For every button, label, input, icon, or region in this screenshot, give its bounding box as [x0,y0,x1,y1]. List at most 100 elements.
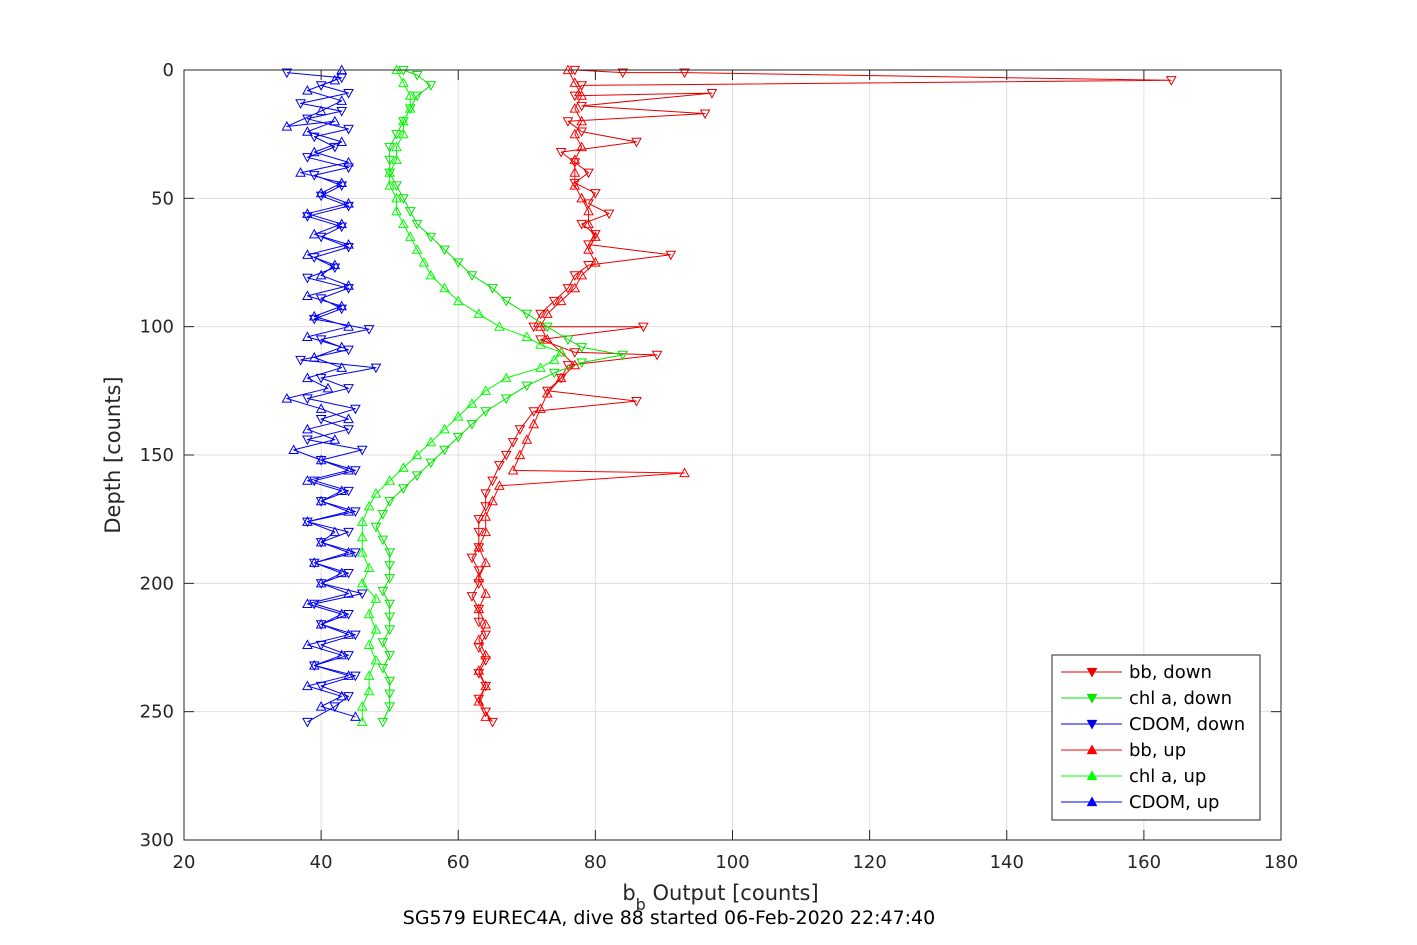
data-point [302,273,313,284]
data-point [411,219,423,230]
legend-entry-bb-up: bb, up [1061,740,1186,761]
data-point [343,124,354,135]
data-point [391,181,402,192]
data-point [343,505,354,516]
data-point [398,128,409,139]
data-point [583,244,594,254]
data-point [473,634,485,644]
data-point [370,624,382,634]
ticks: 20 40 60 80 100 120 140 160 180 0 50 100 150 200 250 30… [140,60,1299,873]
data-point [473,566,485,577]
data-point [542,333,553,344]
data-point [302,331,313,342]
data-point [308,132,320,143]
data-point [679,68,690,79]
data-point [343,486,354,497]
data-point [411,449,423,460]
data-point [356,577,368,588]
data-point [308,476,320,487]
data-point [569,179,581,190]
data-point [480,711,492,721]
data-point [548,354,560,365]
data-point [295,99,306,109]
data-point [329,263,341,274]
data-point [576,101,588,112]
x-tick-label: 100 [715,852,749,873]
y-tick-label: 300 [140,830,174,851]
legend-entry-chl-a-down: chl a, down [1061,688,1232,709]
data-point [288,444,300,454]
data-point [569,128,581,139]
data-point [308,599,320,610]
data-point [487,495,498,506]
data-point [329,702,341,713]
data-point [343,156,354,167]
data-point [391,192,402,203]
data-point [500,296,512,307]
data-point [343,547,354,557]
data-point [473,665,485,675]
data-point [425,458,437,469]
legend-entry-cdom-up: CDOM, up [1061,792,1219,813]
data-point [302,394,313,405]
legend-marker [1086,693,1098,704]
data-point [507,464,519,475]
data-point [356,445,368,456]
data-point [665,250,677,261]
legend-marker [1086,719,1098,730]
data-point [480,407,492,417]
data-point [487,284,498,294]
data-point [336,136,348,146]
data-point [473,695,485,706]
data-point [336,300,348,311]
x-tick-label: 60 [447,852,470,873]
data-point [315,618,327,629]
data-point [308,557,320,567]
data-point [308,146,320,157]
data-point [583,168,594,179]
data-point [315,269,327,280]
data-point [384,142,396,153]
legend-label: CDOM, down [1129,714,1245,735]
data-point [398,462,409,472]
data-point [343,527,354,538]
data-point [473,541,485,552]
data-point [569,77,581,87]
data-point [384,599,396,610]
data-point [494,321,505,331]
data-point [569,271,581,281]
data-point [336,690,348,701]
legend-marker [1086,770,1098,781]
data-point [473,308,485,318]
legend-marker [1086,744,1098,755]
data-point [480,511,492,521]
data-point [308,228,320,239]
data-point [343,201,354,212]
data-point [679,467,690,478]
data-point [1165,76,1177,86]
data-point [302,249,313,259]
data-point [336,222,348,233]
data-point [329,142,341,153]
legend-label: bb, up [1129,740,1186,761]
x-axis-label-subscript: b [636,895,646,914]
data-point [576,90,588,100]
data-point [336,362,348,372]
data-point [398,218,409,229]
data-point [569,154,581,164]
data-point [302,639,313,650]
data-point [603,209,615,220]
data-point [411,91,423,102]
data-point [384,625,396,636]
y-tick-label: 250 [140,702,174,723]
data-point [384,475,396,485]
data-point [343,629,354,639]
data-point [391,205,402,216]
x-tick-label: 40 [310,852,333,873]
data-point [363,500,375,511]
data-point [542,322,553,333]
data-point [439,282,450,293]
data-point [343,568,354,579]
data-point [356,547,368,557]
data-point [384,612,396,623]
